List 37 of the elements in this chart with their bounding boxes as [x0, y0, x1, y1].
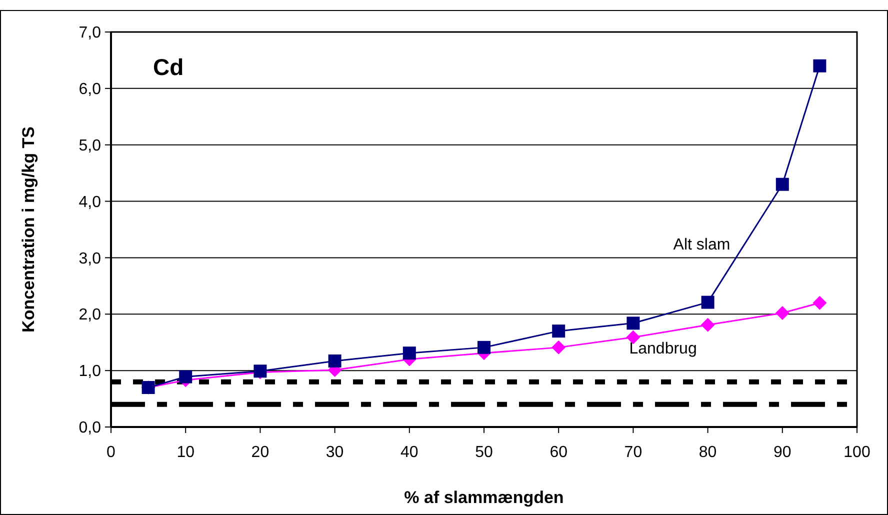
point — [328, 354, 342, 368]
point — [402, 346, 416, 360]
x-tick-label: 90 — [774, 444, 792, 461]
point — [552, 324, 566, 338]
point — [812, 296, 827, 310]
point — [701, 296, 714, 309]
series-label: Alt slam — [673, 236, 730, 254]
y-tick-label: 2,0 — [78, 306, 102, 324]
y-tick-label: 7,0 — [78, 24, 102, 42]
point — [478, 340, 490, 354]
point — [700, 318, 715, 332]
point — [813, 59, 826, 72]
point — [552, 340, 566, 354]
point — [626, 316, 640, 330]
y-axis-title: Koncentration i mg/kg TS — [19, 126, 38, 332]
y-tick-label: 0,0 — [78, 420, 102, 437]
series-label: Landbrug — [629, 340, 697, 358]
x-axis-title: % af slammængden — [404, 488, 564, 507]
x-tick-label: 10 — [176, 444, 195, 461]
x-tick-label: 100 — [844, 444, 870, 461]
y-tick-label: 5,0 — [78, 137, 102, 154]
x-tick-label: 70 — [624, 444, 642, 461]
point — [776, 178, 789, 191]
y-tick-label: 4,0 — [78, 194, 102, 211]
y-tick-label: 1,0 — [78, 363, 102, 380]
y-tick-label: 6,0 — [78, 81, 102, 98]
x-tick-label: 20 — [251, 444, 270, 461]
x-tick-label: 60 — [550, 444, 568, 461]
x-tick-label: 30 — [326, 444, 344, 461]
x-tick-label: 0 — [106, 444, 116, 461]
text: Cd — [153, 54, 184, 80]
y-tick-label: 3,0 — [78, 250, 102, 268]
point — [179, 370, 192, 384]
x-tick-label: 40 — [400, 444, 418, 461]
point — [775, 306, 790, 320]
x-tick-label: 80 — [698, 444, 717, 461]
x-tick-label: 50 — [475, 444, 493, 461]
